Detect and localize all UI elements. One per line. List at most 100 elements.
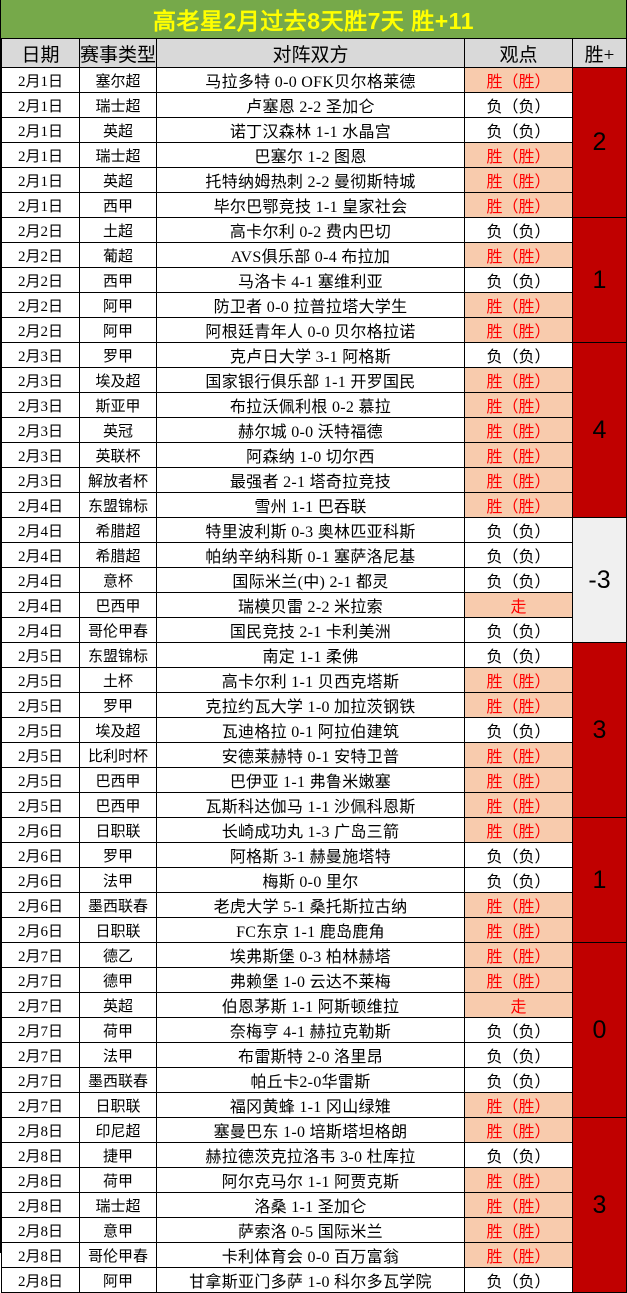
cell-points: 3 — [572, 642, 627, 818]
table-row: 2月4日 东盟锦标 雪州 1-1 巴吞联 胜（胜） — [1, 492, 627, 518]
table-row: 2月3日 埃及超 国家银行俱乐部 1-1 开罗国民 胜（胜） — [1, 367, 627, 393]
cell-date: 2月1日 — [1, 192, 80, 218]
cell-view-win: 胜（胜） — [464, 1092, 573, 1118]
cell-date: 2月8日 — [1, 1217, 80, 1243]
cell-points: 2 — [572, 67, 627, 218]
table-row: 2月3日 英冠 赫尔城 0-0 沃特福德 胜（胜） — [1, 417, 627, 443]
page-title: 高老星2月过去8天胜7天 胜+11 — [1, 0, 626, 38]
cell-league: 法甲 — [79, 867, 157, 893]
cell-date: 2月2日 — [1, 242, 80, 268]
cell-view-win: 胜（胜） — [464, 1217, 573, 1243]
cell-match: 瑞模贝雷 2-2 米拉索 — [156, 592, 465, 618]
cell-view-lose: 负（负） — [464, 717, 573, 743]
cell-date: 2月7日 — [1, 942, 80, 968]
table-row: 2月6日 墨西联春 老虎大学 5-1 桑托斯拉古纳 胜（胜） — [1, 892, 627, 918]
table-row: 2月5日 比利时杯 安德莱赫特 0-1 安特卫普 胜（胜） — [1, 742, 627, 768]
cell-league: 阿甲 — [79, 317, 157, 343]
cell-date: 2月1日 — [1, 117, 80, 143]
cell-date: 2月6日 — [1, 842, 80, 868]
cell-date: 2月6日 — [1, 892, 80, 918]
cell-league: 瑞士超 — [79, 142, 157, 168]
cell-view-lose: 负（负） — [464, 1042, 573, 1068]
cell-date: 2月2日 — [1, 292, 80, 318]
cell-view-win: 胜（胜） — [464, 767, 573, 793]
cell-league: 东盟锦标 — [79, 642, 157, 668]
cell-league: 印尼超 — [79, 1117, 157, 1143]
column-header-view: 观点 — [464, 38, 573, 68]
cell-league: 德乙 — [79, 942, 157, 968]
cell-league: 荷甲 — [79, 1167, 157, 1193]
table-row: 2月1日 塞尔超 马拉多特 0-0 OFK贝尔格莱德 胜（胜） 2 — [1, 67, 627, 218]
table-row: 2月8日 荷甲 阿尔克马尔 1-1 阿贾克斯 胜（胜） — [1, 1167, 627, 1193]
cell-date: 2月4日 — [1, 567, 80, 593]
table-row: 2月6日 罗甲 阿格斯 3-1 赫曼施塔特 负（负） — [1, 842, 627, 868]
table-row: 2月3日 解放者杯 最强者 2-1 塔奇拉竞技 胜（胜） — [1, 467, 627, 493]
cell-league: 意甲 — [79, 1217, 157, 1243]
table-row: 2月6日 法甲 梅斯 0-0 里尔 负（负） — [1, 867, 627, 893]
cell-league: 墨西联春 — [79, 1067, 157, 1093]
cell-league: 意杯 — [79, 567, 157, 593]
table-row: 2月5日 东盟锦标 南定 1-1 柔佛 负（负） 3 — [1, 642, 627, 818]
cell-league: 日职联 — [79, 917, 157, 943]
cell-date: 2月8日 — [1, 1192, 80, 1218]
cell-match: 托特纳姆热刺 2-2 曼彻斯特城 — [156, 167, 465, 193]
cell-date: 2月8日 — [1, 1117, 80, 1143]
cell-date: 2月4日 — [1, 542, 80, 568]
cell-league: 西甲 — [79, 192, 157, 218]
table-row: 2月2日 阿甲 防卫者 0-0 拉普拉塔大学生 胜（胜） — [1, 292, 627, 318]
cell-view-win: 胜（胜） — [464, 392, 573, 418]
table-row: 2月1日 西甲 毕尔巴鄂竞技 1-1 皇家社会 胜（胜） — [1, 192, 627, 218]
cell-date: 2月7日 — [1, 1067, 80, 1093]
cell-view-win: 胜（胜） — [464, 317, 573, 343]
table-row: 2月3日 英联杯 阿森纳 1-0 切尔西 胜（胜） — [1, 442, 627, 468]
cell-league: 葡超 — [79, 242, 157, 268]
table-row: 2月6日 日职联 FC东京 1-1 鹿岛鹿角 胜（胜） — [1, 917, 627, 943]
cell-match: 毕尔巴鄂竞技 1-1 皇家社会 — [156, 192, 465, 218]
cell-match: 卡利体育会 0-0 百万富翁 — [156, 1242, 465, 1268]
cell-match: 福冈黄蜂 1-1 冈山绿雉 — [156, 1092, 465, 1118]
cell-league: 墨西联春 — [79, 892, 157, 918]
cell-league: 瑞士超 — [79, 1192, 157, 1218]
cell-view-win: 胜（胜） — [464, 292, 573, 318]
cell-view-win: 胜（胜） — [464, 1117, 573, 1143]
cell-league: 东盟锦标 — [79, 492, 157, 518]
cell-date: 2月6日 — [1, 817, 80, 843]
cell-match: 安德莱赫特 0-1 安特卫普 — [156, 742, 465, 768]
cell-view-win: 胜（胜） — [464, 1242, 573, 1268]
table-row: 2月5日 土杯 高卡尔利 1-1 贝西克塔斯 胜（胜） — [1, 667, 627, 693]
cell-view-win: 胜（胜） — [464, 467, 573, 493]
table-row: 2月4日 希腊超 特里波利斯 0-3 奥林匹亚科斯 负（负） -3 — [1, 517, 627, 643]
cell-league: 法甲 — [79, 1042, 157, 1068]
cell-view-lose: 负（负） — [464, 1017, 573, 1043]
cell-league: 希腊超 — [79, 542, 157, 568]
cell-match: 塞曼巴东 1-0 培斯塔坦格朗 — [156, 1117, 465, 1143]
column-header-points: 胜+ — [572, 38, 627, 68]
cell-date: 2月1日 — [1, 142, 80, 168]
table-row: 2月3日 罗甲 克卢日大学 3-1 阿格斯 负（负） 4 — [1, 342, 627, 518]
cell-view-win: 胜（胜） — [464, 142, 573, 168]
cell-view-win: 胜（胜） — [464, 917, 573, 943]
cell-date: 2月8日 — [1, 1267, 80, 1293]
cell-view-lose: 负（负） — [464, 1142, 573, 1168]
cell-view-draw: 走 — [464, 992, 573, 1018]
cell-league: 英超 — [79, 167, 157, 193]
cell-points: -3 — [572, 517, 627, 643]
cell-view-win: 胜（胜） — [464, 367, 573, 393]
cell-match: 阿森纳 1-0 切尔西 — [156, 442, 465, 468]
cell-view-lose: 负（负） — [464, 642, 573, 668]
cell-league: 捷甲 — [79, 1142, 157, 1168]
cell-date: 2月5日 — [1, 792, 80, 818]
cell-match: 克卢日大学 3-1 阿格斯 — [156, 342, 465, 368]
table-row: 2月5日 巴西甲 巴伊亚 1-1 弗鲁米嫩塞 胜（胜） — [1, 767, 627, 793]
cell-date: 2月1日 — [1, 67, 80, 93]
cell-match: 萨索洛 0-5 国际米兰 — [156, 1217, 465, 1243]
cell-points: 1 — [572, 217, 627, 343]
cell-points: 0 — [572, 942, 627, 1118]
table-row: 2月3日 斯亚甲 布拉沃佩利根 0-2 慕拉 胜（胜） — [1, 392, 627, 418]
cell-date: 2月7日 — [1, 992, 80, 1018]
cell-view-lose: 负（负） — [464, 1067, 573, 1093]
table-row: 2月8日 印尼超 塞曼巴东 1-0 培斯塔坦格朗 胜（胜） 3 — [1, 1117, 627, 1293]
cell-date: 2月6日 — [1, 867, 80, 893]
cell-view-win: 胜（胜） — [464, 242, 573, 268]
